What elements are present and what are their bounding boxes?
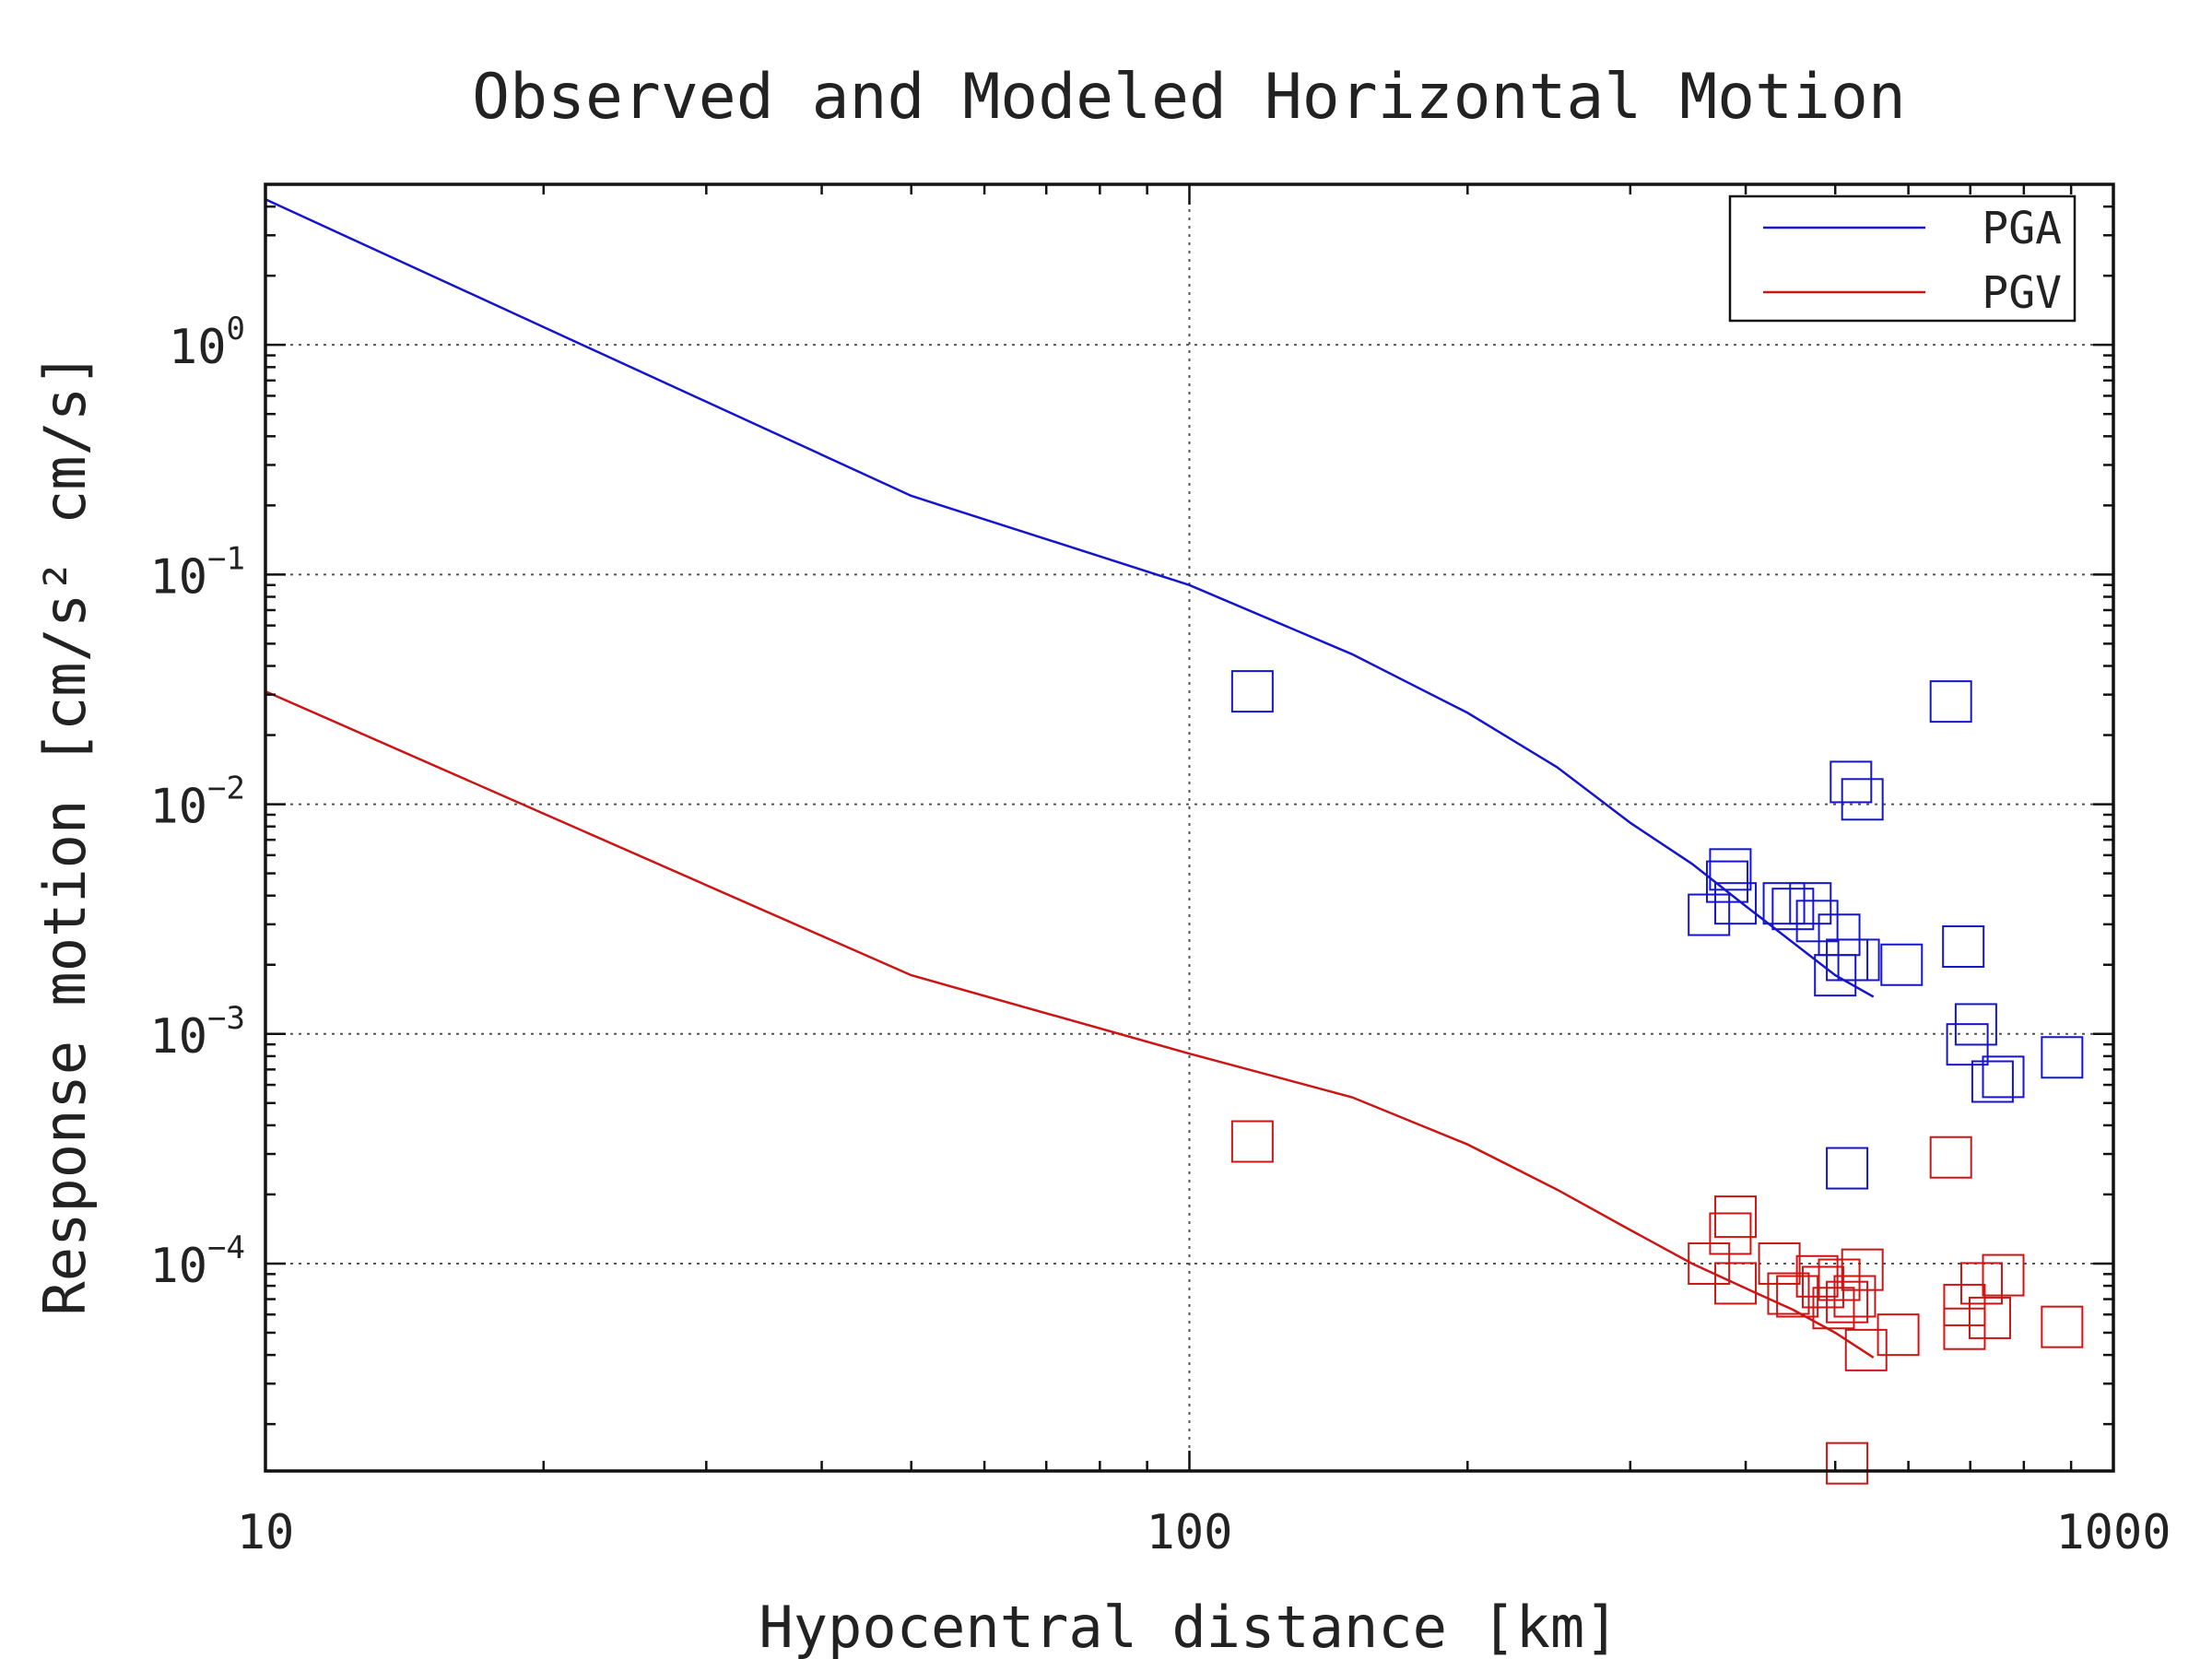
y-tick-label: 10−2: [149, 771, 245, 835]
data-marker: [1709, 848, 1752, 891]
data-marker: [1826, 1147, 1869, 1190]
chart-title: Observed and Modeled Horizontal Motion: [472, 61, 1906, 134]
legend-label-pga: PGA: [1982, 203, 2062, 254]
y-tick-labels: 100 10−1 10−2 10−3 10−4: [149, 311, 245, 1294]
y-axis-title: Response motion [cm/s² cm/s]: [31, 352, 99, 1315]
data-marker: [1943, 1307, 1986, 1350]
data-marker: [1714, 1195, 1758, 1239]
data-marker: [1230, 1120, 1274, 1163]
data-marker: [1959, 1262, 2003, 1305]
data-marker: [1880, 943, 1924, 986]
x-tick-labels: 10 100 1000: [237, 1505, 2171, 1560]
data-marker: [1830, 760, 1873, 804]
data-marker: [1844, 1328, 1888, 1371]
x-tick-label: 1000: [2055, 1505, 2171, 1560]
data-marker: [1826, 1441, 1869, 1485]
data-marker: [1767, 1272, 1810, 1315]
tick-marks: [264, 182, 2115, 1471]
data-marker: [2041, 1036, 2084, 1079]
series-pga: [265, 198, 1875, 998]
x-axis-title: Hypocentral distance [km]: [759, 1594, 1618, 1659]
series-pgv: [265, 689, 1875, 1359]
series-layer: [265, 198, 2084, 1485]
legend: PGA PGV: [1728, 194, 2077, 323]
data-marker: [1841, 778, 1884, 821]
grid-lines: [265, 184, 2113, 1471]
data-marker: [1929, 680, 1972, 724]
data-marker: [1758, 1241, 1801, 1285]
data-marker: [1946, 1023, 1989, 1066]
model-line: [265, 198, 1875, 998]
data-marker: [1982, 1055, 2025, 1099]
data-marker: [1688, 893, 1731, 936]
series-pga-observed: [1230, 670, 2084, 1190]
data-marker: [1968, 1296, 2011, 1339]
data-marker: [1814, 954, 1857, 997]
y-tick-label: 10−1: [149, 540, 245, 605]
data-marker: [1818, 1258, 1861, 1301]
legend-box: [1728, 194, 2077, 323]
data-marker: [1771, 888, 1815, 931]
legend-label-pgv: PGV: [1982, 267, 2062, 319]
data-marker: [1837, 938, 1880, 982]
data-marker: [1982, 1253, 2025, 1297]
data-marker: [1942, 925, 1985, 969]
data-marker: [1826, 1280, 1869, 1324]
data-marker: [2041, 1305, 2084, 1348]
data-marker: [1714, 882, 1758, 925]
data-marker: [1971, 1060, 2014, 1103]
data-marker: [1929, 1135, 1972, 1179]
x-tick-label: 100: [1147, 1505, 1233, 1560]
data-marker: [1833, 1275, 1877, 1318]
data-marker: [1877, 1313, 1920, 1357]
y-tick-label: 100: [169, 311, 245, 375]
data-marker: [1841, 1248, 1884, 1291]
data-marker: [1795, 900, 1839, 943]
data-marker: [1789, 882, 1832, 925]
data-marker: [1706, 860, 1749, 903]
data-marker: [1943, 1283, 1986, 1326]
model-line: [265, 689, 1875, 1359]
y-tick-label: 10−3: [149, 1000, 245, 1065]
y-tick-label: 10−4: [149, 1230, 245, 1294]
data-marker: [1714, 1262, 1758, 1305]
x-tick-label: 10: [237, 1505, 295, 1560]
data-marker: [1709, 1212, 1752, 1255]
data-marker: [1762, 882, 1806, 925]
series-pgv-observed: [1230, 1120, 2084, 1485]
data-marker: [1230, 670, 1274, 713]
